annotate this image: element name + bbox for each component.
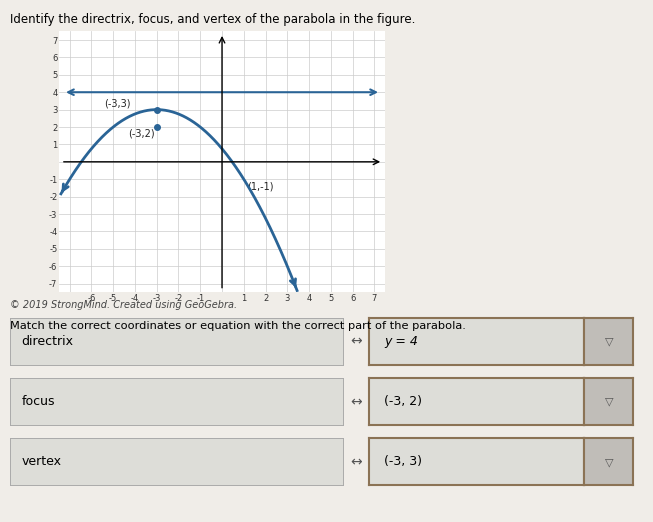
Text: ↔: ↔ bbox=[350, 455, 362, 469]
Text: (-3,3): (-3,3) bbox=[104, 98, 131, 108]
Text: © 2019 StrongMind. Created using GeoGebra.: © 2019 StrongMind. Created using GeoGebr… bbox=[10, 300, 237, 310]
Text: vertex: vertex bbox=[22, 456, 61, 468]
Text: (-3, 2): (-3, 2) bbox=[384, 396, 422, 408]
Text: y = 4: y = 4 bbox=[384, 336, 418, 348]
Text: ▽: ▽ bbox=[605, 337, 613, 347]
Text: ▽: ▽ bbox=[605, 397, 613, 407]
Text: ▽: ▽ bbox=[605, 457, 613, 467]
Text: ↔: ↔ bbox=[350, 335, 362, 349]
Text: (1,-1): (1,-1) bbox=[247, 182, 274, 192]
Text: (-3, 3): (-3, 3) bbox=[384, 456, 422, 468]
Text: (-3,2): (-3,2) bbox=[129, 128, 155, 138]
Text: Identify the directrix, focus, and vertex of the parabola in the figure.: Identify the directrix, focus, and verte… bbox=[10, 13, 415, 26]
Text: directrix: directrix bbox=[22, 336, 73, 348]
Text: ↔: ↔ bbox=[350, 395, 362, 409]
Text: focus: focus bbox=[22, 396, 55, 408]
Text: Match the correct coordinates or equation with the correct part of the parabola.: Match the correct coordinates or equatio… bbox=[10, 321, 466, 331]
